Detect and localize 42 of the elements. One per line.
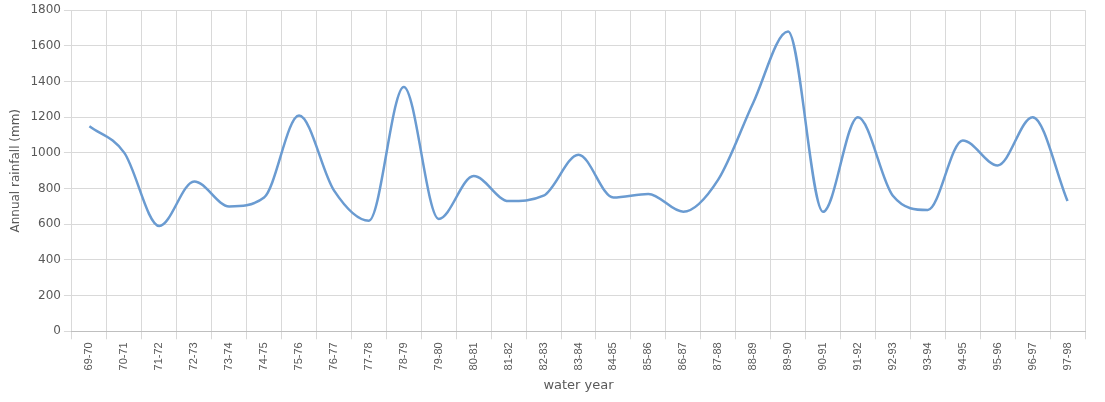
x-tick-label: 79-80: [431, 342, 444, 371]
x-tick-label: 69-70: [82, 342, 95, 371]
y-tick-label: 0: [53, 323, 61, 338]
x-tick-label: 97-98: [1060, 342, 1073, 371]
x-tick-label: 75-76: [292, 342, 305, 371]
x-tick-label: 86-87: [676, 342, 689, 371]
x-tick-label: 81-82: [501, 342, 514, 371]
y-tick-label: 1800: [30, 2, 61, 17]
x-tick-label: 80-81: [466, 342, 479, 371]
y-tick-label: 200: [38, 287, 61, 302]
x-tick-label: 92-93: [885, 342, 898, 371]
y-axis-title: Annual rainfall (mm): [8, 108, 23, 233]
x-axis-title: water year: [543, 376, 615, 392]
y-tick-label: 1000: [30, 145, 61, 160]
x-tick-label: 85-86: [641, 342, 654, 371]
x-tick-label: 87-88: [711, 342, 724, 371]
x-tick-label: 88-89: [746, 342, 759, 371]
x-tick-label: 70-71: [117, 342, 130, 371]
y-tick-label: 1200: [30, 109, 61, 124]
x-tick-label: 74-75: [257, 342, 270, 371]
x-tick-label: 77-78: [361, 342, 374, 371]
y-tick-label: 400: [38, 252, 61, 267]
y-tick-label: 1400: [30, 73, 61, 88]
y-tick-label: 800: [38, 180, 61, 195]
x-tick-label: 76-77: [326, 342, 339, 371]
x-tick-label: 84-85: [606, 342, 619, 371]
line-series: [88, 30, 1069, 228]
x-tick-label: 91-92: [850, 342, 863, 371]
x-tick-label: 82-83: [536, 342, 549, 371]
x-tick-label: 89-90: [781, 342, 794, 371]
x-tick-label: 71-72: [152, 342, 165, 371]
y-tick-label: 600: [38, 216, 61, 231]
x-tick-label: 90-91: [816, 342, 829, 371]
x-tick-label: 78-79: [396, 342, 409, 371]
x-tick-label: 96-97: [1025, 342, 1038, 371]
x-tick-label: 73-74: [222, 342, 235, 371]
x-tick-label: 83-84: [571, 342, 584, 371]
x-tick-label: 95-96: [990, 342, 1003, 371]
y-tick-label: 1600: [30, 38, 61, 52]
x-tick-label: 94-95: [955, 342, 968, 371]
x-tick-label: 72-73: [187, 342, 200, 371]
x-tick-label: 93-94: [920, 342, 933, 371]
